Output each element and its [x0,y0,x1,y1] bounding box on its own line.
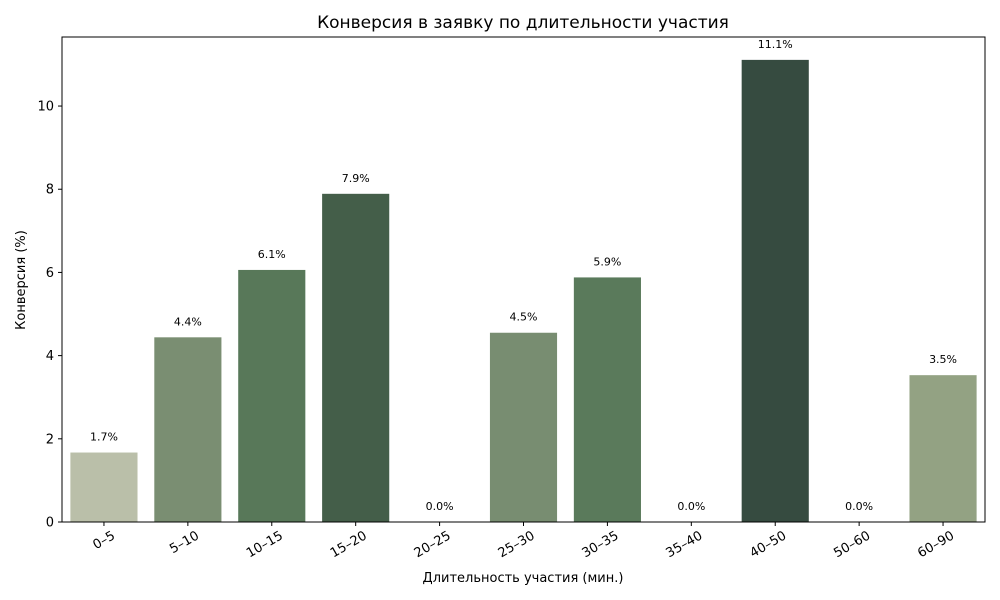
bar-6 [573,277,641,522]
x-tick-label-2: 10–15 [244,528,286,561]
value-label-0: 1.7% [90,431,118,444]
x-tick-label-3: 15–20 [328,528,370,561]
bar-3 [322,193,390,522]
value-label-6: 5.9% [593,255,621,268]
x-axis: 0–5 5–10 10–15 15–20 20–25 25–30 30–35 35–40 40–… [90,522,957,561]
bar-5 [489,332,558,522]
y-tick-label-5: 10 [37,100,54,115]
x-tick-label-1: 5–10 [167,528,202,557]
bar-10 [909,375,977,522]
x-tick-label-8: 40–50 [747,528,789,561]
y-tick-label-0: 0 [46,516,54,531]
chart-title-text: Конверсия в заявку по длительности участ… [317,13,729,33]
x-tick-label-5: 25–30 [496,528,538,561]
value-label-8: 11.1% [758,38,793,51]
y-tick-label-4: 8 [46,183,54,198]
y-tick-label-2: 4 [46,349,54,364]
y-axis-label: Конверсия (%) [14,230,29,330]
value-label-2: 6.1% [258,248,286,261]
bar-1 [154,337,222,522]
x-tick-label-7: 35–40 [664,528,706,561]
plot-frame [61,36,986,523]
value-label-10: 3.5% [929,353,957,366]
value-label-7: 0.0% [677,500,705,513]
value-label-1: 4.4% [174,315,202,328]
x-tick-label-9: 50–60 [831,528,873,561]
y-tick-label-1: 2 [46,432,54,447]
x-tick-label-0: 0–5 [90,528,117,553]
x-tick-label-10: 60–90 [915,528,957,561]
bars-group [70,59,977,523]
value-label-4: 0.0% [426,500,454,513]
x-tick-label-6: 30–35 [580,528,622,561]
chart-title: Конверсия в заявку по длительности участ… [317,13,729,33]
y-tick-label-3: 6 [46,266,54,281]
x-axis-label: Длительность участия (мин.) [423,571,624,586]
value-label-5: 4.5% [510,311,538,324]
x-tick-label-4: 20–25 [412,528,454,561]
bar-8 [741,59,809,523]
value-label-3: 7.9% [342,172,370,185]
value-label-9: 0.0% [845,500,873,513]
value-labels-group: 1.7% 4.4% 6.1% 7.9% 0.0% 4.5% 5.9% 0.0% 11.1% 0.0… [90,38,957,513]
bar-0 [70,452,138,522]
bar-2 [238,269,306,522]
y-axis: 0 2 4 6 8 10 [37,100,62,531]
